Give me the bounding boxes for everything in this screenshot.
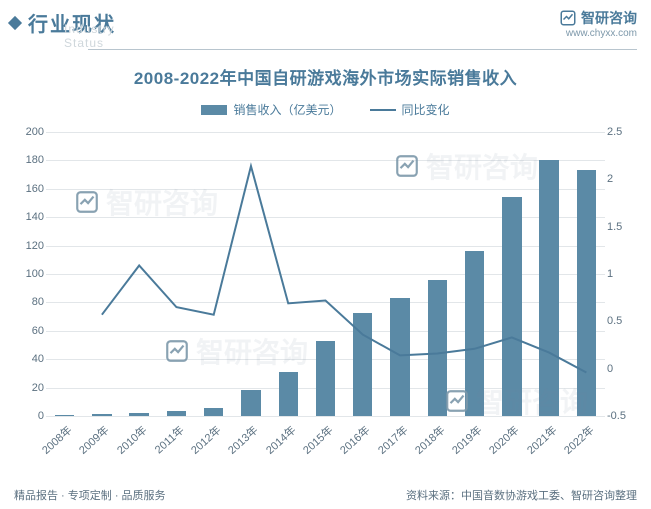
y-left-tick: 160 xyxy=(16,183,44,195)
footer-left: 精品报告 · 专项定制 · 品质服务 xyxy=(14,487,166,503)
plot xyxy=(46,132,605,416)
header-right: 智研咨询 www.chyxx.com xyxy=(559,8,637,39)
x-axis-labels: 2008年2009年2010年2011年2012年2013年2014年2015年… xyxy=(46,416,605,460)
y-left-tick: 80 xyxy=(16,296,44,308)
x-tick-label: 2011年 xyxy=(151,422,187,457)
x-tick-label: 2014年 xyxy=(262,422,299,458)
header-title-wrap: 行业现状 Industry Status xyxy=(28,8,116,37)
brand-url: www.chyxx.com xyxy=(559,28,637,39)
y-left-tick: 100 xyxy=(16,268,44,280)
legend-bar-swatch xyxy=(201,105,227,115)
x-tick-label: 2019年 xyxy=(448,422,485,458)
x-tick-label: 2015年 xyxy=(299,422,336,458)
x-tick-label: 2009年 xyxy=(76,422,113,458)
chart-area: 0 20 40 60 80 100 120 140 160 180 200 -0.5 0 0.5 1 1.5… xyxy=(14,126,637,460)
y-right-tick: 1 xyxy=(607,268,637,280)
y-right-tick: 0 xyxy=(607,363,637,375)
y-right-tick: 2 xyxy=(607,173,637,185)
y-left-tick: 20 xyxy=(16,382,44,394)
x-tick-label: 2022年 xyxy=(560,422,597,458)
x-tick-label: 2008年 xyxy=(38,422,75,458)
x-tick-label: 2012年 xyxy=(187,422,224,458)
line-series xyxy=(46,132,605,416)
y-right-tick: 1.5 xyxy=(607,221,637,233)
diamond-icon xyxy=(8,15,22,29)
line-path xyxy=(102,166,586,372)
x-tick-label: 2020年 xyxy=(485,422,522,458)
footer: 精品报告 · 专项定制 · 品质服务 资料来源：中国音数协游戏工委、智研咨询整理 xyxy=(14,487,637,503)
y-right-tick: -0.5 xyxy=(607,410,637,422)
header-divider xyxy=(88,49,637,50)
y-right-tick: 2.5 xyxy=(607,126,637,138)
x-tick-label: 2018年 xyxy=(411,422,448,458)
footer-right: 资料来源：中国音数协游戏工委、智研咨询整理 xyxy=(406,487,637,503)
y-left-tick: 60 xyxy=(16,325,44,337)
brand-icon xyxy=(559,9,577,27)
x-tick-label: 2010年 xyxy=(113,422,150,458)
y-left-tick: 180 xyxy=(16,154,44,166)
header: 行业现状 Industry Status 智研咨询 www.chyxx.com xyxy=(0,0,651,43)
x-tick-label: 2021年 xyxy=(523,422,560,458)
legend-line-swatch xyxy=(370,109,396,111)
legend-bar-item: 销售收入（亿美元） xyxy=(201,101,341,118)
brand-text: 智研咨询 xyxy=(581,8,637,28)
chart-title: 2008-2022年中国自研游戏海外市场实际销售收入 xyxy=(0,64,651,89)
page-subtitle-shadow: Industry Status xyxy=(64,22,116,50)
x-tick-label: 2016年 xyxy=(336,422,373,458)
legend-line-item: 同比变化 xyxy=(370,101,450,118)
header-left: 行业现状 Industry Status xyxy=(10,8,116,37)
y-left-tick: 120 xyxy=(16,240,44,252)
y-left-tick: 0 xyxy=(16,410,44,422)
y-left-tick: 40 xyxy=(16,353,44,365)
y-left-tick: 140 xyxy=(16,211,44,223)
x-tick-label: 2017年 xyxy=(374,422,411,458)
y-left-tick: 200 xyxy=(16,126,44,138)
legend-line-label: 同比变化 xyxy=(402,101,450,118)
x-tick-label: 2013年 xyxy=(225,422,262,458)
y-right-tick: 0.5 xyxy=(607,315,637,327)
legend: 销售收入（亿美元） 同比变化 xyxy=(0,101,651,118)
brand: 智研咨询 xyxy=(559,8,637,28)
legend-bar-label: 销售收入（亿美元） xyxy=(233,101,341,118)
